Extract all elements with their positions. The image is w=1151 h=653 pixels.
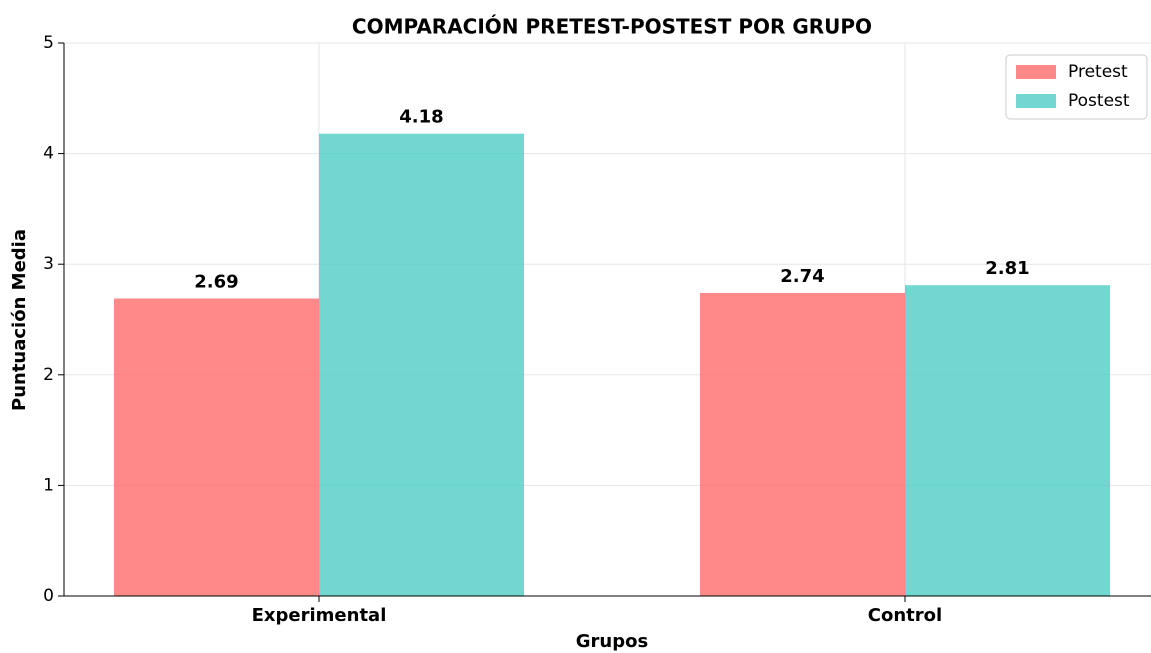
chart-title: COMPARACIÓN PRETEST-POSTEST POR GRUPO: [352, 15, 872, 39]
x-axis-label: Grupos: [576, 631, 648, 652]
bar: [700, 292, 905, 596]
x-tick-label: Control: [868, 605, 942, 626]
legend-label: Pretest: [1068, 62, 1128, 82]
value-label: 2.74: [780, 266, 824, 287]
y-tick-label: 0: [43, 586, 54, 606]
value-label: 2.69: [194, 271, 238, 292]
legend-label: Postest: [1068, 91, 1130, 111]
x-tick-label: Experimental: [252, 605, 387, 626]
legend-swatch: [1016, 65, 1056, 79]
bar: [905, 285, 1110, 596]
y-axis-label: Puntuación Media: [9, 229, 30, 411]
y-tick-label: 2: [43, 365, 54, 385]
value-label: 4.18: [399, 107, 443, 128]
y-tick-label: 1: [43, 475, 54, 495]
y-tick-label: 4: [43, 144, 54, 164]
bar: [319, 133, 524, 596]
y-tick-label: 3: [43, 254, 54, 274]
bar: [114, 298, 319, 596]
value-label: 2.81: [985, 258, 1029, 279]
y-tick-label: 5: [43, 33, 54, 53]
legend-swatch: [1016, 94, 1056, 108]
